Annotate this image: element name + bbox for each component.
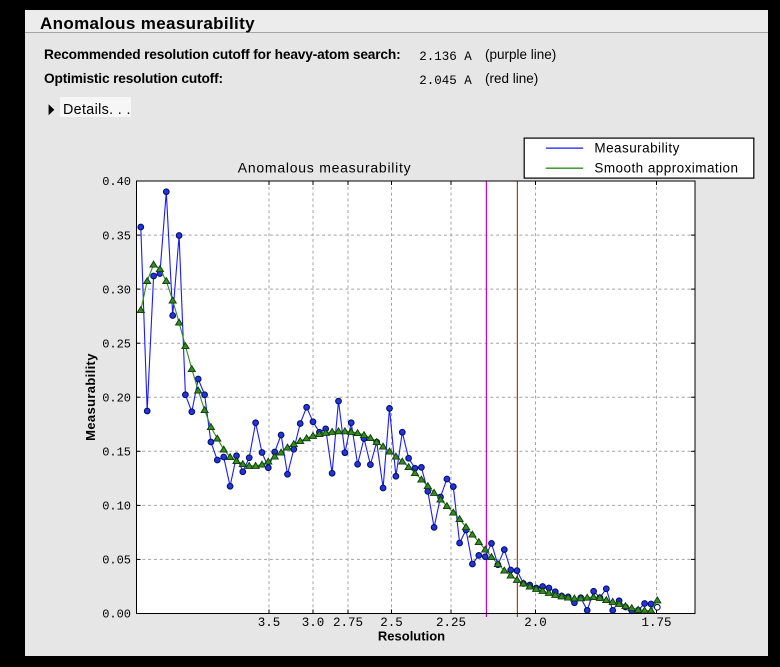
svg-text:Resolution: Resolution — [378, 629, 445, 644]
svg-text:Anomalous measurability: Anomalous measurability — [238, 160, 412, 176]
svg-text:Smooth approximation: Smooth approximation — [594, 161, 738, 176]
svg-text:0.35: 0.35 — [102, 229, 131, 243]
svg-text:1.75: 1.75 — [641, 616, 671, 630]
svg-text:0.30: 0.30 — [102, 283, 131, 297]
svg-text:0.20: 0.20 — [102, 391, 131, 405]
svg-text:2.0: 2.0 — [524, 616, 547, 630]
svg-text:Measurability: Measurability — [83, 353, 98, 441]
svg-text:0.40: 0.40 — [102, 175, 131, 189]
svg-text:2.75: 2.75 — [333, 616, 363, 630]
svg-text:3.0: 3.0 — [302, 616, 325, 630]
svg-text:0.10: 0.10 — [102, 500, 131, 514]
svg-text:0.00: 0.00 — [102, 608, 131, 622]
svg-text:2.25: 2.25 — [436, 616, 466, 630]
svg-text:0.25: 0.25 — [102, 337, 131, 351]
svg-text:0.15: 0.15 — [102, 446, 131, 460]
svg-text:2.5: 2.5 — [380, 616, 403, 630]
svg-text:Measurability: Measurability — [594, 141, 679, 156]
svg-text:0.05: 0.05 — [102, 554, 131, 568]
svg-text:3.5: 3.5 — [258, 616, 281, 630]
